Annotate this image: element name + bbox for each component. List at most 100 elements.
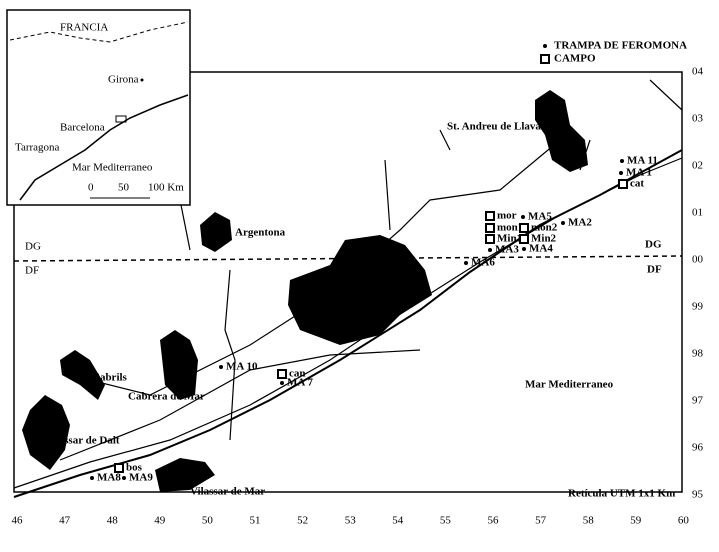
zone-label: DF [647, 264, 662, 276]
trap-label: MA8 [97, 472, 121, 484]
city-dot [140, 78, 144, 82]
x-tick-label: 58 [583, 515, 595, 527]
x-tick-label: 46 [12, 515, 24, 527]
field-label: Min2 [531, 233, 557, 245]
x-tick-label: 47 [59, 515, 71, 527]
field [114, 463, 124, 473]
field-label: mon1 [497, 222, 523, 234]
zone-label: DF [25, 265, 39, 277]
trap [90, 476, 94, 480]
field [618, 179, 628, 189]
legend-field-symbol [540, 54, 550, 64]
x-tick-label: 57 [535, 515, 547, 527]
trap [619, 171, 623, 175]
y-tick-label: 95 [692, 489, 704, 501]
place-label: St. Andreu de Llavaneres [447, 121, 566, 133]
y-tick-label: 02 [692, 160, 703, 172]
grid-note: Retícula UTM 1x1 Km [568, 488, 675, 500]
y-tick-label: 99 [692, 301, 704, 313]
y-tick-label: 00 [692, 254, 704, 266]
x-tick-label: 53 [345, 515, 357, 527]
inset-label: Tarragona [15, 142, 60, 154]
y-tick-label: 97 [692, 395, 704, 407]
trap [522, 247, 526, 251]
town-llavaneres [535, 90, 588, 172]
trap-label: MA5 [528, 211, 552, 223]
inset-frame [6, 9, 191, 206]
trap-label: MA6 [471, 257, 495, 269]
x-tick-label: 55 [440, 515, 452, 527]
town-argentona [200, 212, 232, 252]
place-label: Cabrera de Mar [128, 391, 205, 403]
y-tick-label: 98 [692, 348, 704, 360]
trap-label: MA 7 [287, 377, 313, 389]
field [277, 369, 287, 379]
trap-label: MA2 [568, 217, 592, 229]
trap-label: MA 10 [226, 361, 258, 373]
field-label: mon2 [531, 222, 558, 234]
zone-label: DG [25, 241, 41, 253]
town-cabrera [160, 330, 198, 400]
trap [488, 248, 492, 252]
field [485, 223, 495, 233]
trap-label: MA4 [529, 243, 553, 255]
field-label: bos [126, 462, 143, 474]
trap-label: MA9 [129, 472, 153, 484]
field [485, 234, 495, 244]
field-label: Min1 [497, 233, 522, 245]
field [519, 234, 529, 244]
x-tick-label: 48 [107, 515, 119, 527]
place-label: Mar Mediterraneo [525, 379, 614, 391]
place-label: Vilassar de Mar [190, 486, 265, 498]
trap-label: MA 1 [626, 167, 652, 179]
field-label: can [289, 368, 306, 380]
place-label: Argentona [235, 227, 286, 239]
x-tick-label: 56 [488, 515, 500, 527]
inset-label: Barcelona [60, 122, 105, 134]
border [9, 21, 189, 43]
trap [620, 159, 624, 163]
y-tick-label: 03 [692, 113, 704, 125]
field-label: cat [630, 178, 644, 190]
x-tick-label: 49 [154, 515, 166, 527]
trap-label: MA 11 [627, 155, 658, 167]
inset-label: FRANCIA [60, 22, 108, 34]
place-label: Vilassar de Dalt [45, 435, 120, 447]
y-tick-label: 01 [692, 207, 703, 219]
trap [464, 261, 468, 265]
x-tick-label: 54 [392, 515, 404, 527]
x-tick-label: 50 [202, 515, 214, 527]
inset-area [115, 115, 127, 123]
y-tick-label: 96 [692, 442, 704, 454]
trap-label: MA3 [495, 244, 519, 256]
inset-coast [19, 94, 189, 201]
trap [561, 221, 565, 225]
trap [122, 476, 126, 480]
zone-label: DG [645, 239, 662, 251]
trap [280, 381, 284, 385]
legend-trap-symbol [543, 44, 547, 48]
trap [219, 365, 223, 369]
x-tick-label: 59 [630, 515, 642, 527]
inset-label: Girona [108, 74, 139, 86]
trap [521, 215, 525, 219]
x-tick-label: 60 [678, 515, 690, 527]
scale-label: 0 [88, 182, 94, 194]
x-tick-label: 51 [250, 515, 261, 527]
scale-label: 100 Km [148, 182, 184, 194]
legend-trap: TRAMPA DE FEROMONA [554, 40, 687, 52]
y-tick-label: 04 [692, 66, 704, 78]
field-label: mor [497, 210, 517, 222]
place-label: Mataro [363, 297, 399, 309]
road [59, 349, 421, 461]
scale-label: 50 [118, 182, 130, 194]
town-mataro [288, 235, 432, 345]
town-cabrils [60, 350, 105, 400]
field [485, 211, 495, 221]
map-frame [13, 71, 683, 493]
place-label: Cabrils [92, 372, 128, 384]
town-vilassar-mar [155, 458, 215, 492]
field [519, 223, 529, 233]
inset-label: Mar Mediterraneo [72, 162, 153, 174]
